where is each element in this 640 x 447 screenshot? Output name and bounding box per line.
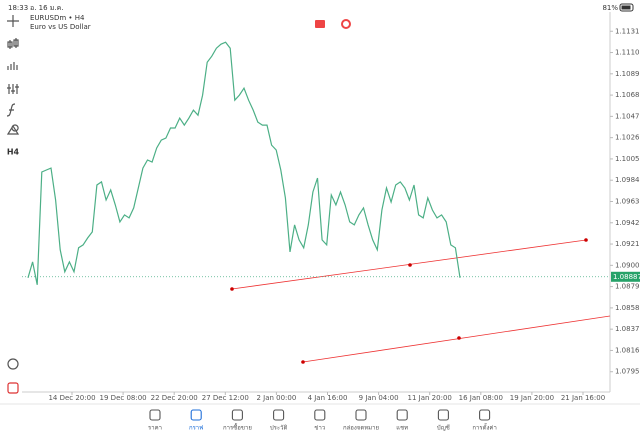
nav-item[interactable]: ราคา bbox=[148, 409, 162, 432]
y-tick-label: 1.10050 bbox=[615, 155, 640, 163]
trend-anchor[interactable] bbox=[301, 360, 305, 364]
x-tick-label: 9 Jan 04:00 bbox=[359, 394, 399, 402]
chart-title: EURUSDm • H4 bbox=[30, 14, 85, 22]
x-tick-label: 21 Jan 16:00 bbox=[561, 394, 605, 402]
nav-icon bbox=[396, 409, 408, 421]
y-tick-label: 1.11100 bbox=[615, 49, 640, 57]
one-click-icon[interactable] bbox=[315, 20, 325, 28]
nav-icon bbox=[437, 409, 449, 421]
nav-label: กล่องจดหมาย bbox=[343, 425, 379, 432]
x-tick-label: 22 Dec 20:00 bbox=[151, 394, 198, 402]
y-tick-label: 1.09630 bbox=[615, 197, 640, 205]
x-tick-label: 11 Jan 20:00 bbox=[408, 394, 452, 402]
nav-item[interactable]: การตั้งค่า bbox=[472, 409, 497, 432]
y-tick-label: 1.10260 bbox=[615, 134, 640, 142]
battery-icon bbox=[619, 3, 634, 12]
indicator-tool[interactable] bbox=[7, 84, 19, 94]
x-tick-label: 14 Dec 20:00 bbox=[48, 394, 95, 402]
x-tick-label: 4 Jan 16:00 bbox=[308, 394, 348, 402]
nav-label: ราคา bbox=[148, 425, 162, 432]
y-tick-label: 1.08370 bbox=[615, 325, 640, 333]
price-line bbox=[27, 41, 461, 285]
objects-tool[interactable] bbox=[6, 124, 20, 135]
trend-anchor[interactable] bbox=[230, 287, 234, 291]
nav-label: กราฟ bbox=[189, 425, 203, 432]
nav-icon bbox=[231, 409, 243, 421]
toolbar bbox=[6, 15, 20, 394]
brand-tool[interactable] bbox=[7, 382, 19, 394]
nav-icon bbox=[355, 409, 367, 421]
nav-label: ประวัติ bbox=[270, 425, 288, 432]
nav-item[interactable]: บัญชี bbox=[437, 409, 450, 432]
nav-label: แชท bbox=[396, 425, 408, 432]
y-tick-label: 1.07950 bbox=[615, 368, 640, 376]
last-price-label: 1.08887 bbox=[613, 273, 640, 281]
trend-anchor[interactable] bbox=[457, 336, 461, 340]
crosshair-tool[interactable] bbox=[7, 15, 19, 27]
timeframe-button[interactable]: H4 bbox=[7, 148, 20, 157]
y-tick-label: 1.09210 bbox=[615, 240, 640, 248]
function-tool[interactable] bbox=[6, 103, 16, 117]
x-tick-label: 27 Dec 12:00 bbox=[202, 394, 249, 402]
nav-label: ข่าว bbox=[314, 425, 325, 432]
status-date: อ. 16 ม.ค. bbox=[30, 4, 64, 12]
trend-anchor[interactable] bbox=[408, 263, 412, 267]
nav-item[interactable]: กราฟ bbox=[189, 409, 203, 432]
y-tick-label: 1.09000 bbox=[615, 261, 640, 269]
nav-icon bbox=[149, 409, 161, 421]
nav-icon bbox=[479, 409, 491, 421]
last-price-box bbox=[611, 271, 640, 282]
trend-anchor[interactable] bbox=[584, 238, 588, 242]
status-battery: 81% bbox=[602, 4, 618, 12]
status-time: 18:33 bbox=[8, 4, 28, 12]
nav-item[interactable]: แชท bbox=[396, 409, 408, 432]
battery-level bbox=[621, 5, 631, 10]
y-tick-label: 1.11310 bbox=[615, 27, 640, 35]
y-tick-label: 1.09420 bbox=[615, 219, 640, 227]
chart-subtitle: Euro vs US Dollar bbox=[30, 23, 91, 31]
chart-type-tool[interactable] bbox=[7, 38, 19, 49]
y-tick-label: 1.09840 bbox=[615, 176, 640, 184]
y-tick-label: 1.10890 bbox=[615, 70, 640, 78]
nav-label: บัญชี bbox=[437, 424, 450, 432]
nav-label: การซื้อขาย bbox=[223, 422, 252, 432]
y-tick-label: 1.08580 bbox=[615, 304, 640, 312]
nav-icon bbox=[273, 409, 285, 421]
nav-item[interactable]: ข่าว bbox=[314, 409, 326, 432]
y-tick-label: 1.10680 bbox=[615, 91, 640, 99]
trend-lines bbox=[230, 238, 611, 364]
y-tick-label: 1.10470 bbox=[615, 112, 640, 120]
y-tick-label: 1.08160 bbox=[615, 346, 640, 354]
trend-line[interactable] bbox=[302, 315, 611, 363]
nav-item[interactable]: ประวัติ bbox=[270, 409, 288, 432]
trade-tool[interactable] bbox=[7, 358, 19, 370]
nav-label: การตั้งค่า bbox=[472, 422, 496, 432]
x-tick-label: 2 Jan 00:00 bbox=[256, 394, 296, 402]
sync-icon[interactable] bbox=[341, 19, 351, 29]
nav-item[interactable]: กล่องจดหมาย bbox=[343, 409, 379, 432]
nav-icon bbox=[190, 409, 202, 421]
nav-icon bbox=[314, 409, 326, 421]
volume-tool[interactable] bbox=[7, 62, 18, 70]
x-tick-label: 19 Jan 20:00 bbox=[510, 394, 554, 402]
x-tick-label: 16 Jan 08:00 bbox=[459, 394, 503, 402]
y-tick-label: 1.08790 bbox=[615, 283, 640, 291]
nav-item[interactable]: การซื้อขาย bbox=[223, 409, 252, 432]
x-tick-label: 19 Dec 08:00 bbox=[100, 394, 147, 402]
